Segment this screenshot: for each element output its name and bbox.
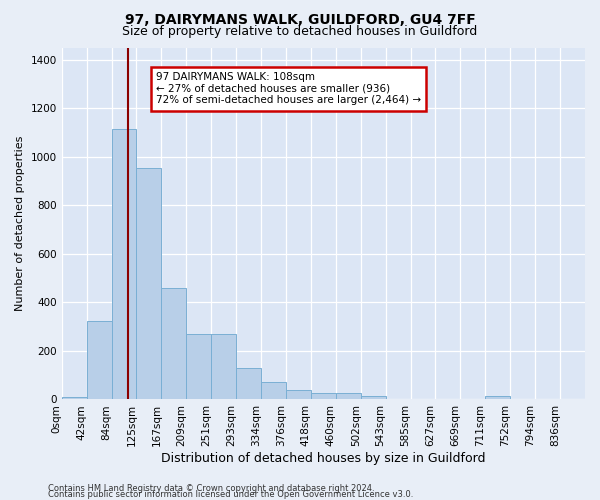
Text: Contains HM Land Registry data © Crown copyright and database right 2024.: Contains HM Land Registry data © Crown c… — [48, 484, 374, 493]
Bar — [485, 396, 510, 400]
Bar — [361, 396, 386, 400]
X-axis label: Distribution of detached houses by size in Guildford: Distribution of detached houses by size … — [161, 452, 485, 465]
Bar — [136, 168, 161, 400]
Text: Contains public sector information licensed under the Open Government Licence v3: Contains public sector information licen… — [48, 490, 413, 499]
Bar — [236, 368, 261, 400]
Bar — [86, 320, 112, 400]
Bar — [62, 397, 86, 400]
Y-axis label: Number of detached properties: Number of detached properties — [15, 136, 25, 311]
Text: Size of property relative to detached houses in Guildford: Size of property relative to detached ho… — [122, 25, 478, 38]
Text: 97 DAIRYMANS WALK: 108sqm
← 27% of detached houses are smaller (936)
72% of semi: 97 DAIRYMANS WALK: 108sqm ← 27% of detac… — [156, 72, 421, 106]
Bar — [336, 394, 361, 400]
Bar — [161, 288, 186, 400]
Bar — [311, 394, 336, 400]
Bar — [186, 334, 211, 400]
Bar — [112, 129, 136, 400]
Text: 97, DAIRYMANS WALK, GUILDFORD, GU4 7FF: 97, DAIRYMANS WALK, GUILDFORD, GU4 7FF — [125, 12, 475, 26]
Bar — [261, 382, 286, 400]
Bar — [286, 390, 311, 400]
Bar — [211, 334, 236, 400]
